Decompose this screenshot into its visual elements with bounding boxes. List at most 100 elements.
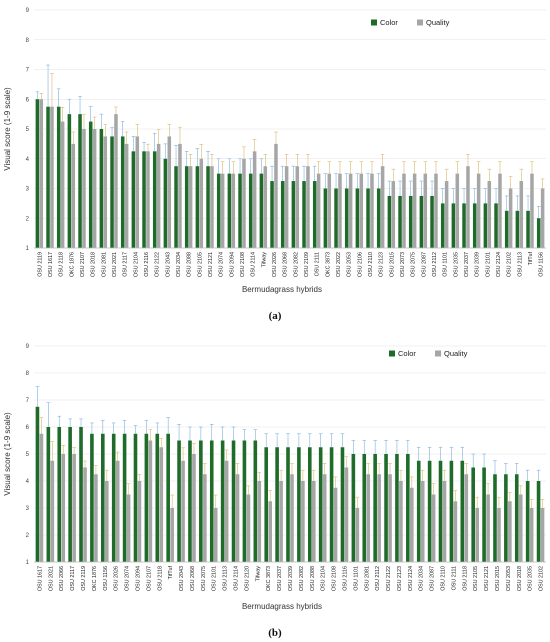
bar-quality — [220, 173, 225, 248]
x-tick-label: OSU 2112 — [432, 252, 438, 277]
bar-color — [482, 467, 486, 562]
x-tick-label: OSU 2087 — [421, 252, 427, 277]
bar-quality — [444, 181, 449, 248]
x-tick-label: OSU 2081 — [364, 566, 370, 591]
bar-quality — [94, 474, 98, 562]
bar-quality — [431, 494, 436, 562]
x-tick-label: OSU 2018 — [91, 252, 97, 277]
bar-color — [188, 440, 192, 562]
bar-color — [406, 454, 410, 562]
bar-quality — [231, 173, 236, 248]
x-tick-label: OSU 2118 — [462, 566, 468, 591]
x-tick-label: OKC 1876 — [92, 566, 98, 591]
bar-quality — [377, 474, 381, 562]
x-tick-label: OSU 2088 — [187, 252, 193, 277]
bar-color — [206, 166, 210, 248]
bar-quality — [92, 129, 97, 248]
bar-color — [362, 454, 367, 562]
y-tick-label: 5 — [26, 127, 30, 133]
bar-color — [152, 151, 157, 248]
bar-quality — [338, 173, 342, 248]
x-tick-label: OSU 2124 — [496, 252, 502, 277]
x-tick-label: OSU 2015 — [389, 252, 395, 277]
x-tick-label: OSU 2087 — [430, 566, 436, 591]
bar-color — [99, 129, 104, 248]
x-tick-label: OSU 2102 — [539, 566, 545, 591]
panel-caption: (a) — [269, 310, 282, 322]
x-tick-label: OSU 2114 — [251, 252, 257, 277]
y-axis-label: Visual score (1-9 scale) — [3, 412, 12, 496]
bar-quality — [192, 454, 196, 562]
bar-quality — [224, 460, 229, 562]
bar-quality — [188, 166, 193, 248]
bar-color — [166, 433, 170, 562]
legend-swatch-color — [371, 19, 377, 26]
x-tick-label: OSU 2068 — [283, 252, 289, 277]
bar-color — [416, 460, 421, 562]
bar-color — [90, 433, 94, 562]
legend: Color Quality — [371, 18, 450, 27]
x-tick-label: OSU 2123 — [379, 252, 385, 277]
bar-color — [451, 203, 456, 248]
bar-color — [419, 195, 424, 248]
bar-color — [493, 474, 497, 562]
x-tick-label: OSU 2119 — [81, 566, 87, 591]
bar-quality — [306, 166, 310, 248]
bar-quality — [235, 474, 240, 562]
x-tick-label: OSU 2081 — [101, 252, 107, 277]
x-tick-label: OSU 2120 — [244, 566, 250, 591]
bar-color — [142, 151, 146, 248]
bar-color — [238, 173, 242, 248]
bar-color — [514, 474, 519, 562]
bar-quality — [486, 494, 490, 562]
x-tick-label: TifTuf — [528, 252, 534, 266]
y-tick-label: 5 — [26, 452, 30, 458]
x-tick-label: OSU 2101 — [212, 566, 218, 591]
bar-quality — [529, 508, 534, 562]
legend-label-color: Color — [380, 18, 398, 27]
x-tick-label: OSU 2105 — [473, 566, 479, 591]
bar-color — [133, 433, 138, 562]
bar-quality — [295, 166, 300, 248]
x-tick-label: OSU 2109 — [304, 252, 310, 277]
y-tick-label: 2 — [26, 216, 30, 222]
bar-color — [395, 454, 399, 562]
bar-color — [79, 427, 83, 562]
bar-color — [275, 447, 279, 562]
bar-color — [291, 181, 296, 248]
bar-color — [323, 188, 328, 248]
bar-color — [504, 210, 509, 248]
bar-quality — [246, 494, 251, 562]
bar-quality — [137, 481, 142, 562]
bar-color — [329, 447, 334, 562]
x-tick-label: Tifway — [261, 252, 267, 268]
x-tick-label: OSU 2122 — [155, 252, 161, 277]
bar-color — [78, 114, 82, 248]
bar-color — [227, 173, 232, 248]
bar-color — [67, 114, 72, 248]
x-tick-label: OSU 2068 — [190, 566, 196, 591]
bar-quality — [170, 508, 174, 562]
bar-quality — [455, 173, 460, 248]
x-tick-label: TifTuf — [168, 566, 174, 580]
y-tick-label: 6 — [26, 97, 30, 103]
bar-quality — [39, 99, 44, 248]
y-tick-label: 8 — [26, 371, 30, 377]
bar-quality — [540, 188, 545, 248]
bar-color — [366, 188, 370, 248]
x-tick-label: OSU 2088 — [310, 566, 316, 591]
bar-quality — [402, 173, 406, 248]
bar-quality — [61, 454, 66, 562]
x-tick-label: OSU 2104 — [321, 566, 327, 591]
x-tick-label: OSU 2073 — [400, 252, 406, 277]
bar-color — [88, 121, 93, 248]
bar-quality — [348, 173, 353, 248]
y-tick-label: 3 — [26, 506, 30, 512]
bar-color — [526, 210, 530, 248]
x-tick-label: OSU 2035 — [453, 252, 459, 277]
x-tick-label: OSU 2124 — [408, 566, 414, 591]
bar-color — [216, 173, 221, 248]
bar-quality — [508, 501, 512, 562]
x-tick-label: OSU 2034 — [419, 566, 425, 591]
x-tick-label: OSU 2053 — [347, 252, 353, 277]
